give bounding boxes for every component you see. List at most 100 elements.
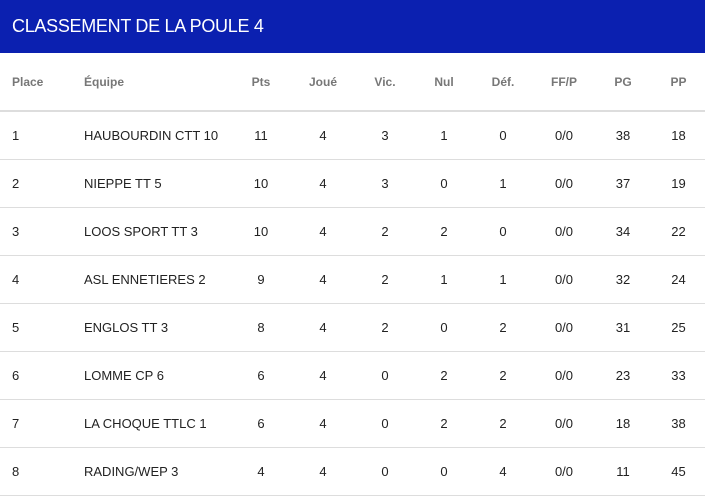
cell-played: 4 — [292, 351, 354, 400]
table-row: 2 NIEPPE TT 5 10 4 3 0 1 0/0 37 19 — [0, 159, 705, 208]
cell-forfeits: 0/0 — [534, 111, 594, 160]
column-header-draws: Nul — [416, 53, 472, 112]
cell-games-lost: 24 — [652, 255, 705, 304]
cell-draws: 1 — [416, 255, 472, 304]
cell-games-lost: 22 — [652, 207, 705, 256]
column-header-games-lost: PP — [652, 53, 705, 112]
cell-points: 10 — [230, 207, 292, 256]
cell-losses: 1 — [472, 255, 534, 304]
cell-played: 4 — [292, 159, 354, 208]
cell-points: 9 — [230, 255, 292, 304]
table-row: 1 HAUBOURDIN CTT 10 11 4 3 1 0 0/0 38 18 — [0, 111, 705, 160]
cell-games-won: 37 — [594, 159, 652, 208]
table-row: 3 LOOS SPORT TT 3 10 4 2 2 0 0/0 34 22 — [0, 207, 705, 256]
cell-place: 5 — [0, 303, 72, 352]
cell-points: 8 — [230, 303, 292, 352]
cell-place: 6 — [0, 351, 72, 400]
cell-games-lost: 38 — [652, 399, 705, 448]
cell-played: 4 — [292, 111, 354, 160]
cell-losses: 2 — [472, 303, 534, 352]
cell-points: 4 — [230, 447, 292, 496]
cell-games-lost: 25 — [652, 303, 705, 352]
cell-played: 4 — [292, 399, 354, 448]
column-header-team: Équipe — [72, 53, 230, 112]
cell-played: 4 — [292, 447, 354, 496]
table-row: 8 RADING/WEP 3 4 4 0 0 4 0/0 11 45 — [0, 447, 705, 496]
cell-place: 3 — [0, 207, 72, 256]
cell-wins: 2 — [354, 207, 416, 256]
cell-games-lost: 18 — [652, 111, 705, 160]
cell-forfeits: 0/0 — [534, 399, 594, 448]
cell-place: 4 — [0, 255, 72, 304]
cell-draws: 2 — [416, 351, 472, 400]
table-row: 4 ASL ENNETIERES 2 9 4 2 1 1 0/0 32 24 — [0, 255, 705, 304]
cell-games-won: 31 — [594, 303, 652, 352]
cell-losses: 0 — [472, 111, 534, 160]
cell-draws: 1 — [416, 111, 472, 160]
cell-team: LOMME CP 6 — [72, 351, 230, 400]
cell-losses: 0 — [472, 207, 534, 256]
cell-team: HAUBOURDIN CTT 10 — [72, 111, 230, 160]
cell-wins: 2 — [354, 303, 416, 352]
cell-points: 11 — [230, 111, 292, 160]
cell-points: 6 — [230, 399, 292, 448]
table-row: 6 LOMME CP 6 6 4 0 2 2 0/0 23 33 — [0, 351, 705, 400]
column-header-wins: Vic. — [354, 53, 416, 112]
table-row: 7 LA CHOQUE TTLC 1 6 4 0 2 2 0/0 18 38 — [0, 399, 705, 448]
cell-draws: 2 — [416, 207, 472, 256]
cell-forfeits: 0/0 — [534, 303, 594, 352]
cell-points: 6 — [230, 351, 292, 400]
cell-draws: 2 — [416, 399, 472, 448]
cell-team: LOOS SPORT TT 3 — [72, 207, 230, 256]
cell-team: ENGLOS TT 3 — [72, 303, 230, 352]
cell-wins: 3 — [354, 111, 416, 160]
cell-games-won: 23 — [594, 351, 652, 400]
cell-place: 8 — [0, 447, 72, 496]
column-header-points: Pts — [230, 53, 292, 112]
cell-team: LA CHOQUE TTLC 1 — [72, 399, 230, 448]
cell-games-lost: 45 — [652, 447, 705, 496]
column-header-place: Place — [0, 53, 72, 112]
column-header-played: Joué — [292, 53, 354, 112]
cell-played: 4 — [292, 303, 354, 352]
header-row: Place Équipe Pts Joué Vic. Nul Déf. FF/P PG PP — [0, 53, 705, 112]
cell-forfeits: 0/0 — [534, 351, 594, 400]
cell-place: 2 — [0, 159, 72, 208]
cell-draws: 0 — [416, 159, 472, 208]
column-header-losses: Déf. — [472, 53, 534, 112]
cell-points: 10 — [230, 159, 292, 208]
cell-place: 1 — [0, 111, 72, 160]
cell-team: RADING/WEP 3 — [72, 447, 230, 496]
cell-forfeits: 0/0 — [534, 159, 594, 208]
cell-forfeits: 0/0 — [534, 207, 594, 256]
cell-wins: 0 — [354, 351, 416, 400]
cell-forfeits: 0/0 — [534, 447, 594, 496]
cell-wins: 0 — [354, 399, 416, 448]
cell-losses: 2 — [472, 351, 534, 400]
cell-losses: 2 — [472, 399, 534, 448]
cell-forfeits: 0/0 — [534, 255, 594, 304]
cell-draws: 0 — [416, 303, 472, 352]
cell-games-won: 18 — [594, 399, 652, 448]
table-row: 5 ENGLOS TT 3 8 4 2 0 2 0/0 31 25 — [0, 303, 705, 352]
cell-losses: 1 — [472, 159, 534, 208]
cell-team: ASL ENNETIERES 2 — [72, 255, 230, 304]
page-title: CLASSEMENT DE LA POULE 4 — [0, 0, 705, 53]
cell-team: NIEPPE TT 5 — [72, 159, 230, 208]
cell-played: 4 — [292, 207, 354, 256]
cell-losses: 4 — [472, 447, 534, 496]
cell-place: 7 — [0, 399, 72, 448]
cell-wins: 0 — [354, 447, 416, 496]
cell-draws: 0 — [416, 447, 472, 496]
cell-wins: 3 — [354, 159, 416, 208]
column-header-games-won: PG — [594, 53, 652, 112]
cell-games-won: 11 — [594, 447, 652, 496]
cell-games-won: 32 — [594, 255, 652, 304]
cell-played: 4 — [292, 255, 354, 304]
cell-wins: 2 — [354, 255, 416, 304]
column-header-forfeits: FF/P — [534, 53, 594, 112]
cell-games-won: 38 — [594, 111, 652, 160]
cell-games-lost: 19 — [652, 159, 705, 208]
cell-games-lost: 33 — [652, 351, 705, 400]
